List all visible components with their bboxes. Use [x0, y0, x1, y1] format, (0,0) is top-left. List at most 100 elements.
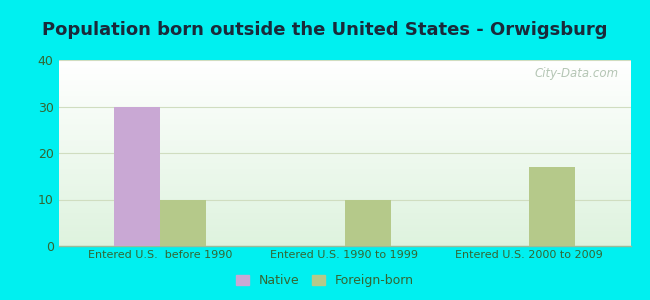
Legend: Native, Foreign-born: Native, Foreign-born [233, 270, 417, 291]
Bar [58, 99, 630, 100]
Bar [58, 61, 630, 62]
Bar [58, 165, 630, 166]
Bar [58, 237, 630, 238]
Bar [58, 240, 630, 241]
Bar [58, 122, 630, 123]
Bar [58, 158, 630, 159]
Bar [58, 179, 630, 180]
Bar [529, 167, 575, 246]
Bar [58, 177, 630, 178]
Bar [58, 88, 630, 89]
Bar [58, 218, 630, 219]
Bar [58, 224, 630, 225]
Bar [58, 131, 630, 132]
Bar [58, 82, 630, 83]
Bar [58, 166, 630, 167]
Bar [58, 134, 630, 135]
Bar [58, 78, 630, 79]
Bar [58, 170, 630, 171]
Bar [58, 154, 630, 155]
Bar [58, 126, 630, 127]
Bar [58, 167, 630, 168]
Bar [58, 66, 630, 67]
Bar [58, 228, 630, 229]
Bar [58, 72, 630, 73]
Bar [58, 96, 630, 97]
Bar [58, 160, 630, 161]
Bar [58, 155, 630, 156]
Bar [58, 100, 630, 101]
Bar [58, 175, 630, 176]
Bar [58, 91, 630, 92]
Bar [58, 116, 630, 117]
Bar [58, 133, 630, 134]
Bar [160, 200, 206, 246]
Bar [58, 98, 630, 99]
Bar [58, 152, 630, 153]
Bar [58, 192, 630, 193]
Bar [58, 187, 630, 188]
Bar [58, 89, 630, 90]
Bar [58, 137, 630, 138]
Bar [58, 139, 630, 140]
Bar [58, 106, 630, 107]
Bar [58, 223, 630, 224]
Bar [58, 108, 630, 109]
Bar [58, 141, 630, 142]
Bar [58, 201, 630, 202]
Bar [58, 178, 630, 179]
Bar [58, 238, 630, 239]
Bar [58, 104, 630, 105]
Bar [58, 203, 630, 204]
Bar [58, 245, 630, 246]
Bar [58, 193, 630, 194]
Bar [58, 94, 630, 95]
Bar [58, 60, 630, 61]
Bar [58, 241, 630, 242]
Bar [58, 75, 630, 76]
Bar [58, 151, 630, 152]
Bar [58, 226, 630, 227]
Bar [58, 119, 630, 120]
Bar [58, 117, 630, 118]
Bar [58, 219, 630, 220]
Bar [58, 214, 630, 215]
Bar [58, 197, 630, 198]
Bar [58, 229, 630, 230]
Bar [58, 85, 630, 86]
Bar [58, 198, 630, 199]
Bar [58, 206, 630, 207]
Bar [58, 136, 630, 137]
Bar [58, 130, 630, 131]
Bar [58, 118, 630, 119]
Bar [58, 67, 630, 68]
Text: Population born outside the United States - Orwigsburg: Population born outside the United State… [42, 21, 608, 39]
Bar [58, 83, 630, 84]
Bar [58, 163, 630, 164]
Bar [58, 112, 630, 113]
Bar [58, 200, 630, 201]
Bar [58, 174, 630, 175]
Bar [58, 180, 630, 181]
Bar [58, 81, 630, 82]
Bar [58, 118, 630, 119]
Bar [58, 169, 630, 170]
Bar [58, 222, 630, 223]
Bar [58, 190, 630, 191]
Bar [58, 102, 630, 103]
Bar [58, 92, 630, 94]
Bar [58, 103, 630, 104]
Bar [58, 143, 630, 144]
Bar [58, 153, 630, 154]
Bar [58, 191, 630, 192]
Bar [58, 227, 630, 228]
Bar [58, 221, 630, 222]
Bar [58, 195, 630, 196]
Bar [58, 105, 630, 106]
Bar [58, 194, 630, 195]
Bar [58, 234, 630, 235]
Bar [58, 215, 630, 216]
Bar [58, 220, 630, 221]
Bar [58, 160, 630, 161]
Bar [58, 79, 630, 80]
